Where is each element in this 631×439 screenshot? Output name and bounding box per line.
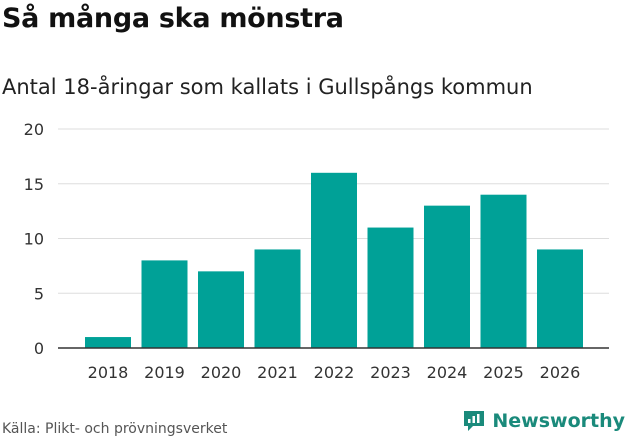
bar-2023 [367, 227, 414, 348]
bar-2020 [198, 271, 244, 348]
y-tick-label: 10 [24, 230, 44, 249]
bar-2019 [141, 260, 188, 348]
chart-subtitle: Antal 18-åringar som kallats i Gullspång… [2, 75, 533, 99]
bar-2022 [311, 172, 357, 348]
y-tick-label: 5 [34, 284, 44, 303]
x-tick-label: 2021 [257, 363, 298, 382]
x-tick-label: 2023 [370, 363, 411, 382]
bars [85, 172, 583, 348]
y-axis-labels: 0 5 10 15 20 [24, 120, 44, 358]
bar-2026 [537, 249, 583, 348]
x-tick-label: 2018 [88, 363, 129, 382]
bar-2021 [254, 249, 301, 348]
chart-title: Så många ska mönstra [2, 3, 344, 34]
x-tick-label: 2025 [483, 363, 524, 382]
bar-2024 [424, 205, 470, 348]
x-tick-label: 2019 [144, 363, 185, 382]
bar-2025 [480, 194, 527, 348]
y-tick-label: 0 [34, 339, 44, 358]
bar-chart: 0 5 10 15 20 2018 2019 2020 2021 2022 2023 2024 202… [24, 120, 609, 382]
y-tick-label: 20 [24, 120, 44, 139]
x-tick-label: 2020 [201, 363, 242, 382]
y-tick-label: 15 [24, 175, 44, 194]
x-tick-label: 2022 [314, 363, 355, 382]
bar-2018 [85, 337, 131, 348]
source-note: Källa: Plikt- och prövningsverket [2, 421, 228, 437]
newsworthy-icon [464, 411, 485, 431]
newsworthy-logo: Newsworthy [462, 409, 625, 433]
x-tick-label: 2026 [540, 363, 581, 382]
x-axis-labels: 2018 2019 2020 2021 2022 2023 2024 2025 2026 [88, 363, 581, 382]
brand-name: Newsworthy [492, 410, 625, 432]
x-tick-label: 2024 [427, 363, 468, 382]
